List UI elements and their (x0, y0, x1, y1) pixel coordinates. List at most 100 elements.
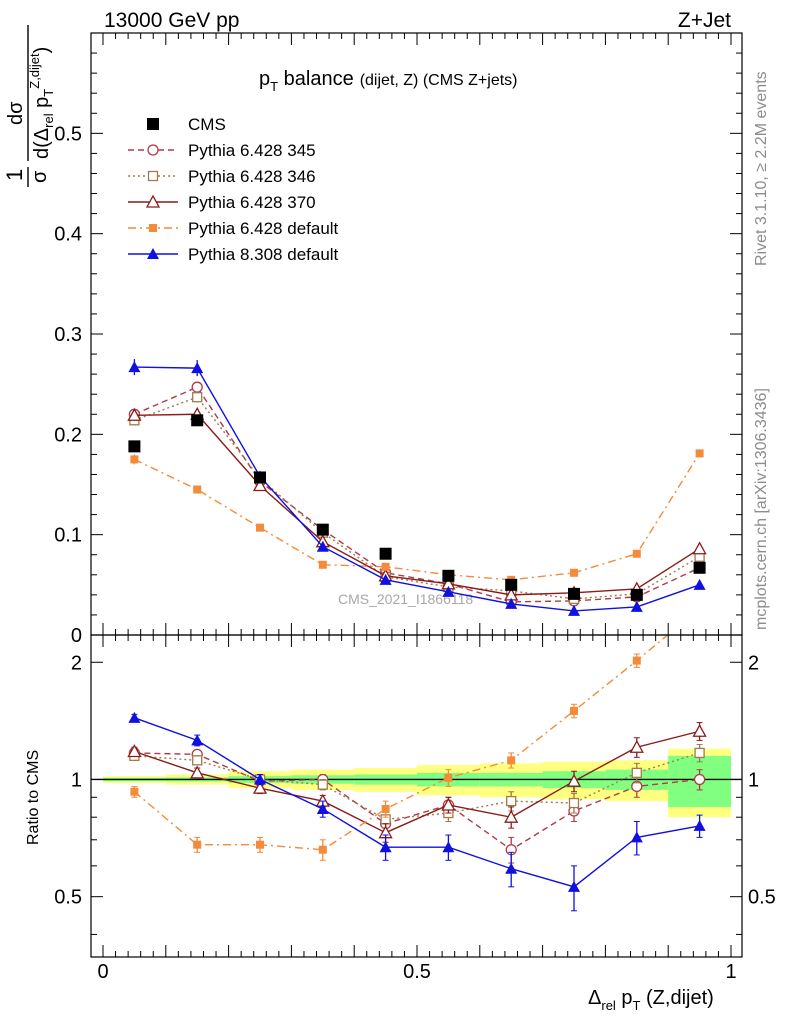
ratio-point-pythia-6-428-default-shape (381, 804, 390, 813)
ratio-point-pythia-6-428-default (507, 756, 516, 765)
mcplots-reference-label: mcplots.cern.ch [arXiv:1306.3436] (753, 388, 770, 630)
title-rest: balance (278, 68, 354, 90)
series-line-pythia-6-428-default (134, 453, 701, 581)
ratio-line-pythia-6-428-345 (134, 752, 700, 851)
plot-title: pT balance (dijet, Z) (CMS Z+jets) (259, 68, 518, 94)
legend-marker-shape (147, 170, 159, 182)
main-panel: CMS_2021_I1866118 0 0.1 0.2 0.3 0.4 0.5 pT ba… (2, 25, 743, 647)
series-pythia-6-428-345 (128, 381, 706, 608)
data-point-pythia-8-308-default (128, 361, 141, 373)
ratio-y-tick-label-right: 0.5 (748, 887, 776, 909)
header-process-label: Z+Jet (678, 9, 731, 32)
data-point-cms (316, 523, 329, 536)
ratio-point-pythia-6-428-370 (504, 809, 519, 823)
main-y-tick-label: 0.3 (54, 324, 82, 346)
legend-marker (145, 194, 161, 208)
ratio-point-pythia-6-428-default-shape (570, 706, 578, 715)
data-point-pythia-8-308-default-shape (191, 362, 204, 374)
ylabel-dsigma: dσ (5, 101, 27, 125)
ratio-point-pythia-6-428-345-shape (693, 773, 706, 786)
header-energy-label: 13000 GeV pp (104, 9, 239, 32)
ratio-series-pythia-8-308-default (128, 711, 706, 912)
ratio-point-pythia-8-308-default-shape (505, 862, 518, 874)
data-point-cms-shape (128, 440, 141, 453)
ratio-point-pythia-6-428-default-shape (130, 787, 139, 796)
x-tick-label: 0.5 (403, 961, 431, 983)
ylabel-one: 1 (2, 169, 27, 181)
ratio-point-pythia-8-308-default-shape (568, 880, 580, 892)
ratio-point-pythia-8-308-default-shape (191, 734, 204, 746)
ratio-point-pythia-6-428-346 (317, 779, 328, 790)
ratio-point-pythia-6-428-346-shape (192, 755, 203, 766)
x-tick-label: 1 (725, 961, 736, 983)
data-point-pythia-6-428-370-shape (252, 478, 268, 492)
data-point-pythia-8-308-default (630, 600, 643, 612)
data-point-pythia-8-308-default-shape (693, 578, 706, 590)
data-point-cms-shape (379, 547, 392, 560)
ratio-point-pythia-8-308-default (191, 734, 204, 746)
data-point-pythia-6-428-default (570, 568, 578, 577)
ratio-point-pythia-6-428-default (570, 706, 578, 715)
data-point-pythia-6-428-default (130, 455, 139, 464)
ratio-point-pythia-6-428-345 (693, 773, 706, 786)
ratio-point-pythia-6-428-default-shape (632, 656, 641, 665)
ratio-point-pythia-6-428-370-shape (692, 723, 707, 737)
legend-marker-shape (147, 118, 159, 130)
ratio-point-pythia-6-428-370 (692, 723, 707, 737)
ratio-point-pythia-6-428-370-shape (566, 773, 582, 787)
data-point-pythia-8-308-default-shape (128, 361, 141, 373)
ratio-point-pythia-6-428-default-shape (318, 845, 327, 854)
ratio-point-pythia-6-428-default-shape (256, 840, 264, 849)
title-sub: T (270, 79, 278, 94)
legend-marker (149, 224, 157, 232)
ratio-point-pythia-6-428-default-shape (193, 840, 202, 849)
data-point-pythia-8-308-default-shape (630, 600, 643, 612)
series-pythia-8-308-default (128, 359, 706, 616)
watermark-label: CMS_2021_I1866118 (338, 591, 473, 607)
data-point-pythia-8-308-default (442, 585, 455, 597)
ratio-y-tick-label-right: 2 (748, 652, 759, 674)
ratio-point-pythia-6-428-default-shape (507, 756, 516, 765)
ratio-point-pythia-6-428-346-shape (631, 767, 642, 778)
main-y-tick-label: 0.5 (54, 123, 82, 145)
data-point-cms (254, 471, 266, 484)
ratio-series-pythia-6-428-default (130, 635, 669, 861)
ratio-point-pythia-6-428-346 (568, 797, 580, 809)
ratio-point-pythia-6-428-default (130, 787, 139, 796)
data-point-pythia-6-428-default-shape (570, 568, 578, 577)
main-y-tick-label: 0.4 (54, 224, 82, 246)
ratio-point-pythia-8-308-default (630, 831, 643, 843)
legend: CMS Pythia 6.428 345 Pythia 6.428 346 Pythi… (128, 115, 339, 264)
ratio-point-pythia-6-428-default (193, 840, 202, 849)
ratio-point-pythia-6-428-default-shape (444, 773, 453, 782)
ratio-point-pythia-8-308-default (316, 802, 329, 814)
x-tick-label: 0 (97, 961, 108, 983)
ratio-line-pythia-6-428-default (133, 635, 669, 851)
ratio-panel: 0.5 0.5 1 1 2 2 0 0.5 1 Ratio to CMS Δrel pT (Z,… (25, 634, 776, 1013)
main-y-tick-label: 0.1 (54, 525, 82, 547)
ratio-y-tick-label: 2 (71, 652, 82, 674)
ratio-point-pythia-6-428-346 (694, 747, 705, 759)
data-point-pythia-6-428-346-shape (192, 392, 203, 403)
data-point-cms (505, 578, 518, 591)
ratio-point-pythia-6-428-346 (506, 795, 517, 807)
ratio-point-pythia-6-428-default (381, 804, 390, 813)
ratio-point-pythia-8-308-default-shape (128, 711, 141, 723)
data-point-cms (568, 587, 580, 600)
legend-marker-shape (147, 248, 159, 259)
data-point-pythia-6-428-370-shape (127, 407, 142, 421)
legend-marker (147, 118, 159, 130)
data-point-pythia-6-428-346 (192, 392, 203, 403)
data-point-cms-shape (442, 569, 455, 582)
data-point-pythia-6-428-default-shape (632, 549, 641, 558)
ratio-point-pythia-6-428-default (444, 773, 453, 782)
legend-marker-shape (149, 224, 157, 232)
data-point-cms-shape (568, 587, 580, 600)
data-point-cms (379, 547, 392, 560)
ratio-point-pythia-6-428-346-shape (568, 797, 580, 809)
ratio-point-pythia-6-428-370 (190, 765, 205, 779)
legend-marker-shape (145, 194, 161, 208)
data-point-pythia-6-428-default-shape (193, 485, 202, 494)
data-point-cms-shape (630, 588, 643, 601)
